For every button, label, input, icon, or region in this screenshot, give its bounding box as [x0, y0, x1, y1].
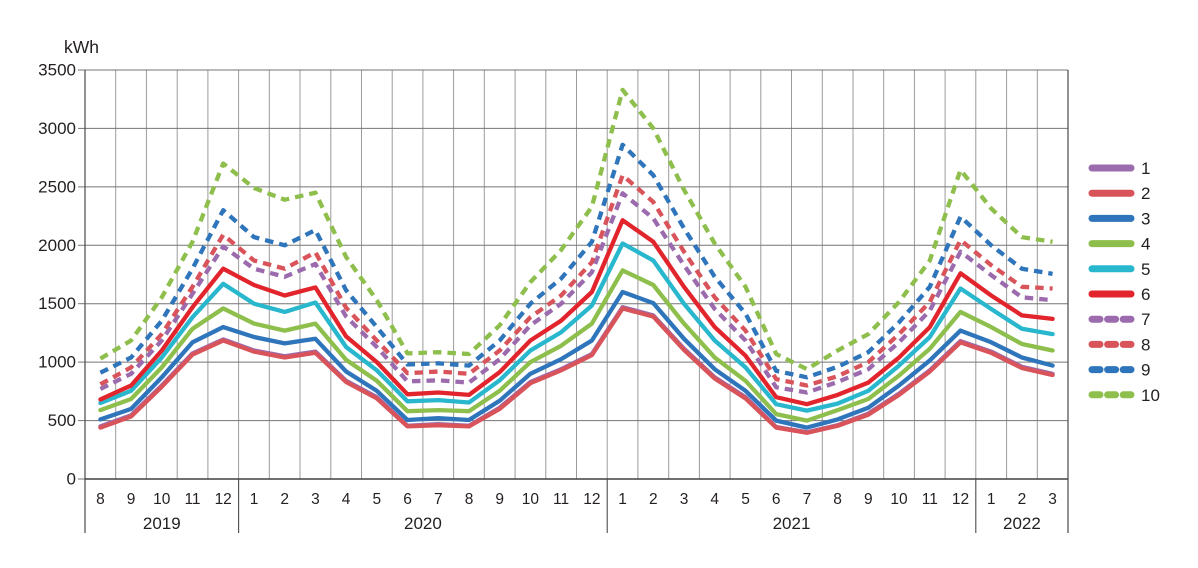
- month-label: 6: [403, 491, 412, 508]
- series-4-line: [98, 268, 1055, 423]
- legend-entry-9: 9: [1088, 361, 1150, 380]
- month-label: 2: [649, 491, 658, 508]
- legend-entry-2: 2: [1088, 184, 1150, 203]
- y-axis-tick-label: 2000: [38, 236, 76, 255]
- y-axis-tick-label: 3000: [38, 119, 76, 138]
- legend-label-9: 9: [1141, 361, 1150, 380]
- month-label: 10: [890, 491, 908, 508]
- month-label: 3: [1048, 491, 1057, 508]
- legend-entry-10: 10: [1088, 386, 1160, 405]
- month-label: 3: [680, 491, 689, 508]
- legend-label-2: 2: [1141, 184, 1150, 203]
- legend-label-4: 4: [1141, 235, 1150, 254]
- legend-entry-3: 3: [1088, 209, 1150, 228]
- legend-label-6: 6: [1141, 285, 1150, 304]
- y-axis-tick-label: 1000: [38, 353, 76, 372]
- legend-label-8: 8: [1141, 335, 1150, 354]
- legend-entry-4: 4: [1088, 235, 1150, 254]
- y-axis-tick-label: 1500: [38, 294, 76, 313]
- month-label: 11: [922, 491, 938, 508]
- series-6-line: [98, 218, 1055, 407]
- legend-entry-8: 8: [1088, 335, 1150, 354]
- month-label: 12: [215, 491, 232, 508]
- series-10-line: [99, 87, 1053, 372]
- month-label: 7: [803, 491, 812, 508]
- month-label: 10: [153, 491, 171, 508]
- month-label: 1: [250, 491, 259, 508]
- month-label: 11: [553, 491, 569, 508]
- month-label: 3: [311, 491, 320, 508]
- series-9-line: [99, 142, 1053, 380]
- y-axis-tick-label: 2500: [38, 177, 76, 196]
- series-7-line: [99, 191, 1053, 395]
- legend-label-1: 1: [1141, 159, 1150, 178]
- month-label: 2: [280, 491, 289, 508]
- month-label: 8: [833, 491, 842, 508]
- legend-label-5: 5: [1141, 260, 1150, 279]
- month-label: 12: [952, 491, 969, 508]
- month-label: 2: [1018, 491, 1027, 508]
- month-label: 5: [741, 491, 750, 508]
- month-label: 12: [583, 491, 600, 508]
- year-label: 2020: [404, 514, 442, 533]
- legend: 1 2 3 4 5 6 7 8 9 10: [1088, 159, 1160, 405]
- month-label: 9: [864, 491, 873, 508]
- legend-label-10: 10: [1141, 386, 1160, 405]
- legend-entry-5: 5: [1088, 260, 1150, 279]
- month-label: 8: [96, 491, 105, 508]
- series-8-line: [99, 173, 1053, 388]
- month-label: 9: [495, 491, 504, 508]
- legend-entry-7: 7: [1088, 310, 1150, 329]
- month-label: 5: [372, 491, 381, 508]
- series-3-line: [98, 289, 1055, 430]
- month-label: 1: [987, 491, 996, 508]
- legend-entry-6: 6: [1088, 285, 1150, 304]
- year-label: 2021: [773, 514, 811, 533]
- month-label: 4: [710, 491, 719, 508]
- y-axis-tick-label: 0: [67, 470, 76, 489]
- year-label: 2022: [1003, 514, 1041, 533]
- month-label: 11: [184, 491, 200, 508]
- month-label: 1: [618, 491, 627, 508]
- month-label: 6: [772, 491, 781, 508]
- month-label: 8: [465, 491, 474, 508]
- legend-entry-1: 1: [1088, 159, 1150, 178]
- legend-label-3: 3: [1141, 209, 1150, 228]
- y-axis-unit-label: kWh: [64, 37, 99, 57]
- legend-label-7: 7: [1141, 310, 1150, 329]
- series-2-line: [98, 306, 1055, 435]
- series-5-line: [98, 241, 1055, 413]
- month-label: 10: [522, 491, 540, 508]
- month-label: 9: [127, 491, 136, 508]
- month-label: 4: [342, 491, 351, 508]
- month-label: 7: [434, 491, 443, 508]
- y-axis-tick-label: 500: [48, 411, 76, 430]
- year-label: 2019: [143, 514, 181, 533]
- y-axis-tick-label: 3500: [38, 61, 76, 80]
